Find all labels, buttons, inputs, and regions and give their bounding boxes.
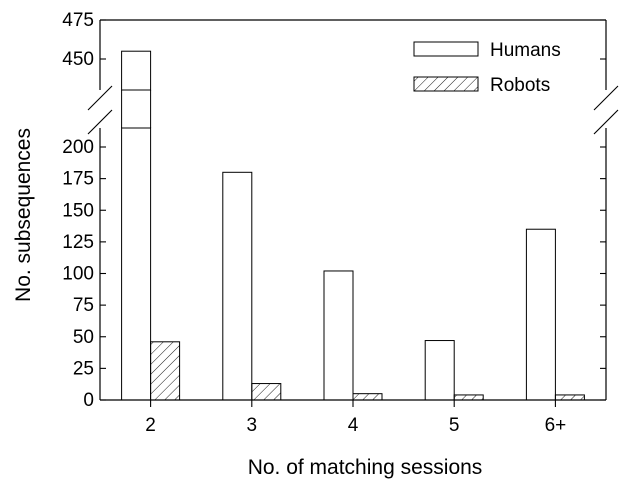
- bar-humans-2-lower: [121, 127, 152, 401]
- bar-humans-5: [424, 340, 455, 401]
- x-tick-label: 3: [247, 415, 258, 436]
- bars: [121, 50, 585, 401]
- bar-humans-2-upper: [121, 50, 152, 91]
- y-tick-label: 150: [62, 200, 94, 221]
- y-tick-label: 50: [73, 327, 94, 348]
- y-tick-label: 475: [62, 10, 94, 31]
- y-tick-label: 25: [73, 358, 94, 379]
- legend-swatch-humans: [413, 41, 479, 57]
- bar-humans-6+: [525, 228, 556, 401]
- x-tick-label: 4: [348, 415, 359, 436]
- x-tick-label: 6+: [545, 415, 567, 436]
- y-tick-label: 0: [83, 390, 94, 411]
- bar-robots-3: [251, 383, 282, 401]
- bar-robots-2: [150, 341, 181, 401]
- bar-robots-4: [352, 393, 383, 401]
- y-tick-label: 200: [62, 137, 94, 158]
- axis-break-left-a: [87, 85, 113, 111]
- y-tick-label: 175: [62, 169, 94, 190]
- x-tick-label: 2: [145, 415, 156, 436]
- y-tick-label: 125: [62, 232, 94, 253]
- axis-break-left-b: [87, 109, 113, 135]
- bar-robots-5: [453, 394, 484, 401]
- axes: 0 25 50 75 100 125 150 175 200 450 475 2 3 4 5 6+: [62, 10, 619, 436]
- bar-robots-6+: [554, 394, 585, 401]
- y-tick-label: 75: [73, 295, 94, 316]
- legend-swatch-robots: [413, 76, 479, 92]
- legend: Humans Robots: [413, 40, 561, 96]
- x-axis-title: No. of matching sessions: [248, 456, 483, 479]
- legend-label-humans: Humans: [490, 40, 561, 61]
- y-tick-label: 100: [62, 264, 94, 285]
- y-axis-title: No. subsequences: [12, 128, 35, 302]
- x-tick-label: 5: [449, 415, 460, 436]
- y-tick-label: 450: [62, 49, 94, 70]
- bar-humans-3: [222, 171, 253, 401]
- bar-humans-4: [323, 270, 354, 401]
- axis-break-right-a: [593, 85, 619, 111]
- axis-break-right-b: [593, 109, 619, 135]
- legend-label-robots: Robots: [490, 75, 550, 96]
